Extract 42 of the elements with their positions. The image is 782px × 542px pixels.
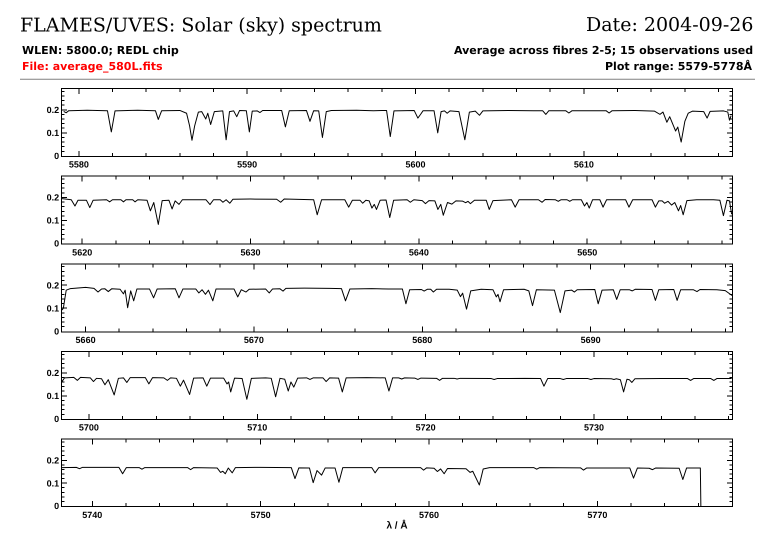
text: File: average_580L.fits <box>22 60 164 73</box>
y-tick-label: 0.1 <box>46 216 60 226</box>
y-tick-label: 0.1 <box>46 303 60 314</box>
x-tick-label: 5600 <box>406 160 426 170</box>
x-tick-label: 5610 <box>574 160 594 170</box>
x-tick-label: 5700 <box>78 422 99 433</box>
x-tick-label: 5760 <box>418 510 439 520</box>
y-tick-label: 0.2 <box>46 368 60 378</box>
text: WLEN: 5800.0; REDL chip <box>22 44 179 57</box>
y-tick-label: 0 <box>54 326 60 336</box>
y-tick-label: 0.2 <box>46 455 60 466</box>
x-axis-title: λ / Å <box>386 519 408 532</box>
chart-title: FLAMES/UVES: Solar (sky) spectrum <box>20 14 382 37</box>
x-tick-label: 5580 <box>68 160 89 170</box>
x-tick-label: 5750 <box>250 510 271 520</box>
x-tick-label: 5650 <box>577 247 598 258</box>
x-tick-label: 5680 <box>412 335 432 346</box>
y-tick-label: 0 <box>54 151 60 162</box>
y-tick-label: 0.1 <box>46 391 60 402</box>
x-tick-label: 5710 <box>247 422 268 433</box>
x-tick-label: 5660 <box>76 335 96 346</box>
text: Plot range: 5579-5778Å <box>605 59 753 73</box>
x-tick-label: 5630 <box>240 247 261 258</box>
x-tick-label: 5740 <box>82 510 102 520</box>
y-tick-label: 0 <box>54 238 60 249</box>
x-tick-label: 5730 <box>584 422 604 433</box>
y-tick-label: 0.2 <box>46 104 60 115</box>
x-tick-label: 5770 <box>587 510 608 520</box>
text: Date: 2004-09-26 <box>586 14 754 36</box>
x-tick-label: 5670 <box>244 335 264 346</box>
y-tick-label: 0 <box>54 501 60 512</box>
x-tick-label: 5690 <box>580 335 601 346</box>
x-tick-label: 5640 <box>408 247 429 258</box>
y-tick-label: 0.2 <box>46 192 60 203</box>
y-tick-label: 0.1 <box>46 128 60 138</box>
x-tick-label: 5720 <box>416 422 436 433</box>
y-tick-label: 0 <box>54 414 60 424</box>
x-tick-label: 5620 <box>72 247 92 258</box>
y-tick-label: 0.1 <box>46 478 60 488</box>
text: Average across fibres 2-5; 15 observations used <box>454 44 754 57</box>
y-tick-label: 0.2 <box>46 280 60 290</box>
x-tick-label: 5590 <box>237 160 258 170</box>
